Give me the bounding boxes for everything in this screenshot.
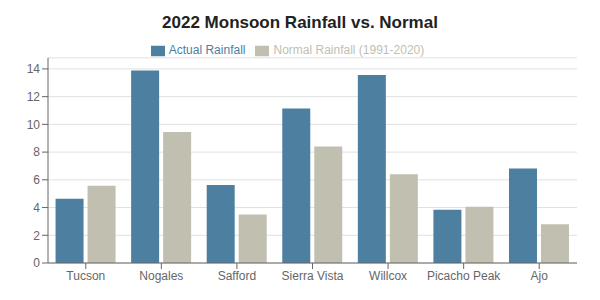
svg-text:14: 14 [27,62,41,76]
svg-text:4: 4 [33,201,40,215]
svg-text:Safford: Safford [218,269,256,283]
svg-text:Willcox: Willcox [369,269,407,283]
svg-text:2: 2 [33,229,40,243]
svg-text:10: 10 [27,118,41,132]
svg-text:Sierra Vista: Sierra Vista [282,269,344,283]
svg-text:Ajo: Ajo [531,269,549,283]
svg-text:12: 12 [27,90,41,104]
svg-text:6: 6 [33,173,40,187]
html-text:2022 Monsoon Rainfall vs. Norm: 2022 Monsoon Rainfall vs. Normal [162,13,438,32]
svg-text:Tucson: Tucson [66,269,105,283]
svg-text:Picacho Peak: Picacho Peak [427,269,501,283]
html-text:Normal Rainfall (1991-2020): Normal Rainfall (1991-2020) [273,43,425,57]
svg-text:8: 8 [33,145,40,159]
svg-text:Nogales: Nogales [139,269,183,283]
svg-text:0: 0 [33,256,40,270]
html-text:Actual Rainfall: Actual Rainfall [168,43,246,57]
